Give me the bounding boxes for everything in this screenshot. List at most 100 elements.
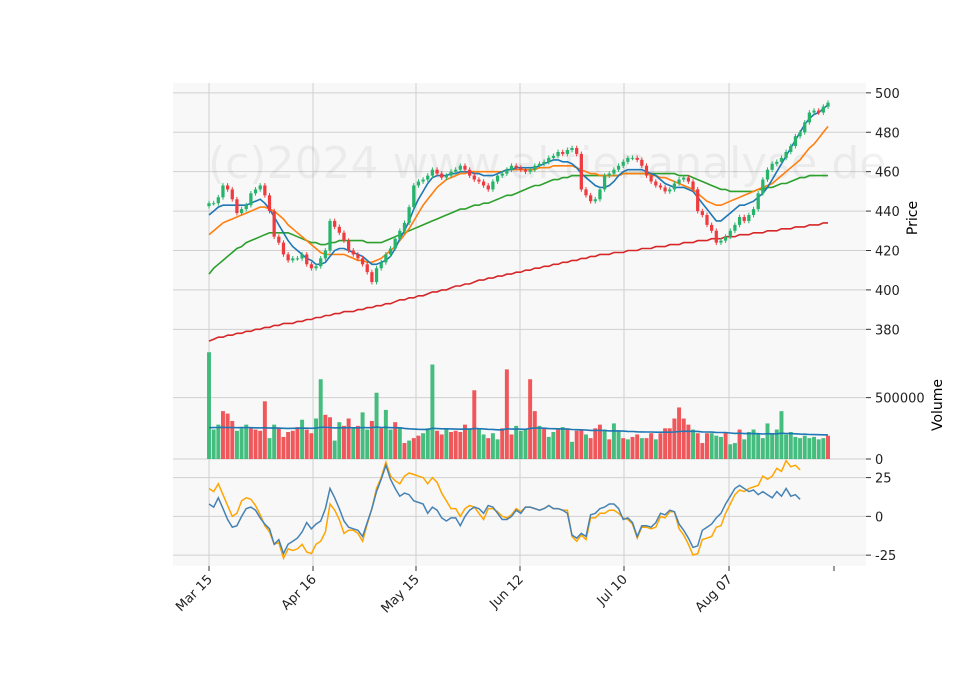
- volume-bar: [602, 429, 607, 459]
- volume-bar: [314, 418, 319, 459]
- candle-body: [277, 236, 281, 243]
- candle-body: [402, 222, 407, 231]
- volume-bar: [621, 438, 626, 459]
- volume-bar: [630, 436, 635, 459]
- volume-bar: [295, 427, 300, 459]
- candle-body: [589, 195, 593, 202]
- volume-bar: [718, 436, 723, 459]
- volume-bar: [807, 438, 812, 459]
- candle-body: [384, 254, 388, 263]
- volume-bar: [518, 430, 523, 459]
- candle-body: [710, 224, 714, 231]
- candle-body: [561, 151, 565, 154]
- volume-bar: [821, 438, 826, 459]
- candle-body: [356, 254, 360, 259]
- volume-bar: [262, 401, 267, 459]
- candle-body: [426, 175, 430, 180]
- candle-body: [570, 148, 574, 150]
- candle-body: [309, 264, 314, 269]
- candle-body: [579, 153, 583, 190]
- candle-body: [668, 189, 672, 192]
- candle-body: [435, 169, 439, 174]
- volume-bar: [379, 428, 384, 459]
- price-tick-label: 400: [875, 284, 900, 299]
- volume-bar: [369, 420, 374, 459]
- candle-body: [444, 175, 448, 178]
- candle-body: [547, 157, 551, 162]
- volume-bar: [514, 425, 519, 459]
- price-tick-label: 460: [875, 166, 900, 181]
- volume-bar: [393, 422, 398, 459]
- volume-bar: [788, 432, 793, 459]
- candle-body: [491, 181, 495, 190]
- candle-body: [677, 179, 681, 184]
- candle-body: [537, 163, 542, 166]
- volume-bar: [700, 443, 705, 459]
- candle-body: [542, 161, 546, 164]
- volume-bar: [793, 436, 798, 459]
- candle-body: [728, 230, 732, 237]
- candle-body: [803, 122, 807, 133]
- volume-bar: [351, 428, 356, 459]
- candle-body: [212, 203, 216, 205]
- volume-bar: [574, 430, 579, 459]
- volume-bar: [742, 439, 747, 459]
- volume-bar: [723, 432, 728, 459]
- volume-bar: [407, 440, 412, 459]
- candle-body: [770, 163, 774, 170]
- volume-bar: [272, 424, 277, 459]
- candle-body: [412, 185, 416, 208]
- candle-body: [374, 268, 379, 283]
- volume-bar: [476, 428, 481, 459]
- volume-bar: [584, 434, 588, 459]
- volume-axis-title: Volume: [930, 379, 946, 431]
- candle-body: [672, 183, 677, 190]
- volume-bar: [244, 424, 249, 459]
- oscillator-blue-line: [208, 462, 801, 556]
- volume-bar: [597, 424, 602, 459]
- volume-bar: [425, 428, 430, 459]
- candle-body: [253, 189, 258, 194]
- candle-body: [630, 157, 635, 159]
- volume-bar: [430, 364, 435, 459]
- volume-bar: [732, 443, 737, 459]
- candle-body: [607, 173, 611, 176]
- candle-body: [533, 165, 537, 170]
- oscillator-tick-label: 25: [875, 472, 892, 487]
- candle-body: [393, 238, 397, 249]
- candle-body: [817, 110, 821, 113]
- candle-body: [775, 161, 779, 164]
- candle-body: [472, 175, 476, 180]
- candle-body: [826, 102, 830, 107]
- volume-bars: [207, 352, 830, 459]
- candle-body: [272, 211, 276, 237]
- volume-tick-label: 0: [875, 453, 883, 468]
- volume-bar: [570, 441, 575, 459]
- candle-body: [337, 226, 341, 233]
- candle-body: [314, 266, 318, 269]
- candle-body: [333, 220, 337, 227]
- volume-bar: [551, 432, 556, 459]
- candle-body: [305, 254, 309, 265]
- candle-body: [216, 197, 220, 204]
- candlesticks: [207, 100, 830, 285]
- volume-bar: [276, 428, 281, 459]
- volume-ma-line: [208, 426, 829, 436]
- candle-body: [258, 185, 262, 190]
- candle-body: [807, 112, 812, 123]
- candle-body: [509, 165, 514, 170]
- volume-bar: [486, 438, 491, 459]
- candle-body: [319, 258, 323, 267]
- candle-body: [230, 189, 234, 200]
- y-tick-labels: 380 400 420 440 460 480 500 0 500000 -25 0 25: [866, 87, 925, 564]
- volume-bar: [681, 418, 686, 459]
- volume-bar: [686, 424, 691, 459]
- candle-body: [528, 169, 532, 172]
- volume-bar: [672, 418, 677, 459]
- grid-lines: [173, 83, 866, 566]
- oscillator-orange-line: [208, 459, 801, 561]
- candle-body: [207, 203, 211, 207]
- price-tick-label: 440: [875, 205, 900, 220]
- volume-bar: [802, 435, 807, 459]
